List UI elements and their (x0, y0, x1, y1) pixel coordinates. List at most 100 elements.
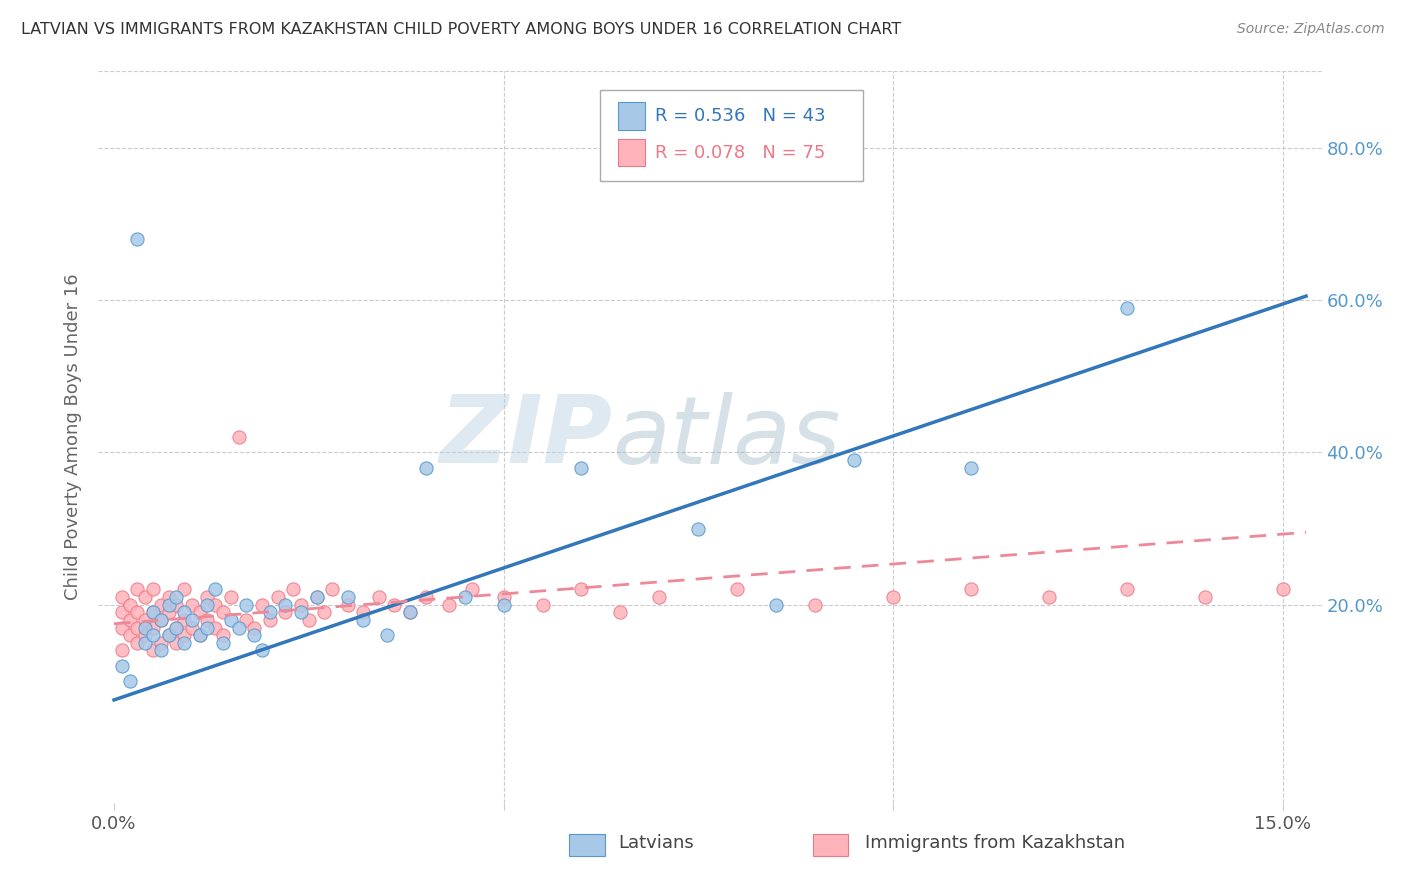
Point (204, 582, 226, 597)
Point (127, 605, 149, 619)
Point (250, 598, 273, 612)
Point (804, 598, 827, 612)
Point (165, 621, 187, 635)
Point (274, 598, 297, 612)
Point (453, 590, 475, 604)
Point (188, 628, 211, 642)
Point (1115, 301, 1137, 315)
Text: Source: ZipAtlas.com: Source: ZipAtlas.com (1237, 22, 1385, 37)
Point (204, 598, 226, 612)
Point (461, 582, 484, 597)
Text: Immigrants from Kazakhstan: Immigrants from Kazakhstan (865, 834, 1125, 852)
Point (259, 613, 281, 627)
Text: Latvians: Latvians (619, 834, 695, 852)
Point (165, 621, 187, 635)
Point (111, 621, 134, 635)
Point (134, 628, 156, 642)
Point (134, 636, 156, 650)
Point (157, 628, 180, 642)
Point (180, 613, 202, 627)
Point (111, 590, 134, 604)
Point (134, 613, 156, 627)
Point (111, 605, 134, 619)
Point (149, 643, 172, 657)
Point (197, 590, 219, 604)
Bar (619, 102, 645, 130)
Point (127, 636, 149, 650)
Text: ZIP: ZIP (439, 391, 612, 483)
Point (173, 605, 195, 619)
Point (188, 628, 211, 642)
Point (399, 605, 422, 619)
Point (165, 636, 187, 650)
Point (157, 598, 180, 612)
Text: R = 0.078   N = 75: R = 0.078 N = 75 (655, 144, 825, 161)
Point (173, 582, 195, 597)
Point (188, 605, 211, 619)
Point (118, 628, 141, 642)
Point (118, 598, 141, 612)
Point (142, 605, 165, 619)
Point (437, 598, 460, 612)
Point (336, 598, 359, 612)
Point (688, 521, 710, 535)
Point (157, 605, 180, 619)
Point (844, 453, 866, 467)
Point (250, 643, 273, 657)
Point (367, 590, 389, 604)
Point (219, 613, 242, 627)
Point (197, 621, 219, 635)
Point (118, 673, 141, 688)
Point (134, 621, 156, 635)
Point (173, 613, 195, 627)
Point (197, 598, 219, 612)
Point (243, 621, 266, 635)
Point (180, 598, 202, 612)
Point (648, 590, 671, 604)
Point (274, 605, 297, 619)
Point (283, 582, 305, 597)
Point (149, 598, 172, 612)
Point (142, 582, 165, 597)
Point (235, 613, 257, 627)
Point (149, 613, 172, 627)
Point (1038, 590, 1060, 604)
Point (212, 636, 235, 650)
Point (531, 598, 554, 612)
Point (165, 598, 187, 612)
Point (235, 598, 257, 612)
Point (571, 460, 593, 475)
Text: R = 0.536   N = 43: R = 0.536 N = 43 (655, 107, 825, 125)
Point (134, 590, 156, 604)
Point (165, 590, 187, 604)
Point (298, 613, 321, 627)
Point (375, 628, 398, 642)
Y-axis label: Child Poverty Among Boys Under 16: Child Poverty Among Boys Under 16 (65, 274, 83, 600)
Point (228, 430, 250, 444)
Point (960, 582, 983, 597)
Point (157, 590, 180, 604)
FancyBboxPatch shape (600, 90, 863, 181)
Point (384, 598, 406, 612)
Point (212, 605, 235, 619)
Point (127, 232, 149, 246)
Point (212, 628, 235, 642)
Point (1271, 582, 1294, 597)
Point (321, 582, 343, 597)
Point (149, 636, 172, 650)
Point (243, 628, 266, 642)
Point (142, 643, 165, 657)
Point (960, 460, 983, 475)
Point (127, 621, 149, 635)
Point (492, 590, 515, 604)
Point (204, 621, 226, 635)
Point (725, 582, 748, 597)
Point (415, 460, 437, 475)
Point (1194, 590, 1216, 604)
Point (197, 613, 219, 627)
Text: LATVIAN VS IMMIGRANTS FROM KAZAKHSTAN CHILD POVERTY AMONG BOYS UNDER 16 CORRELAT: LATVIAN VS IMMIGRANTS FROM KAZAKHSTAN CH… (21, 22, 901, 37)
Point (142, 605, 165, 619)
Point (127, 582, 149, 597)
Text: atlas: atlas (612, 392, 841, 483)
Point (118, 613, 141, 627)
